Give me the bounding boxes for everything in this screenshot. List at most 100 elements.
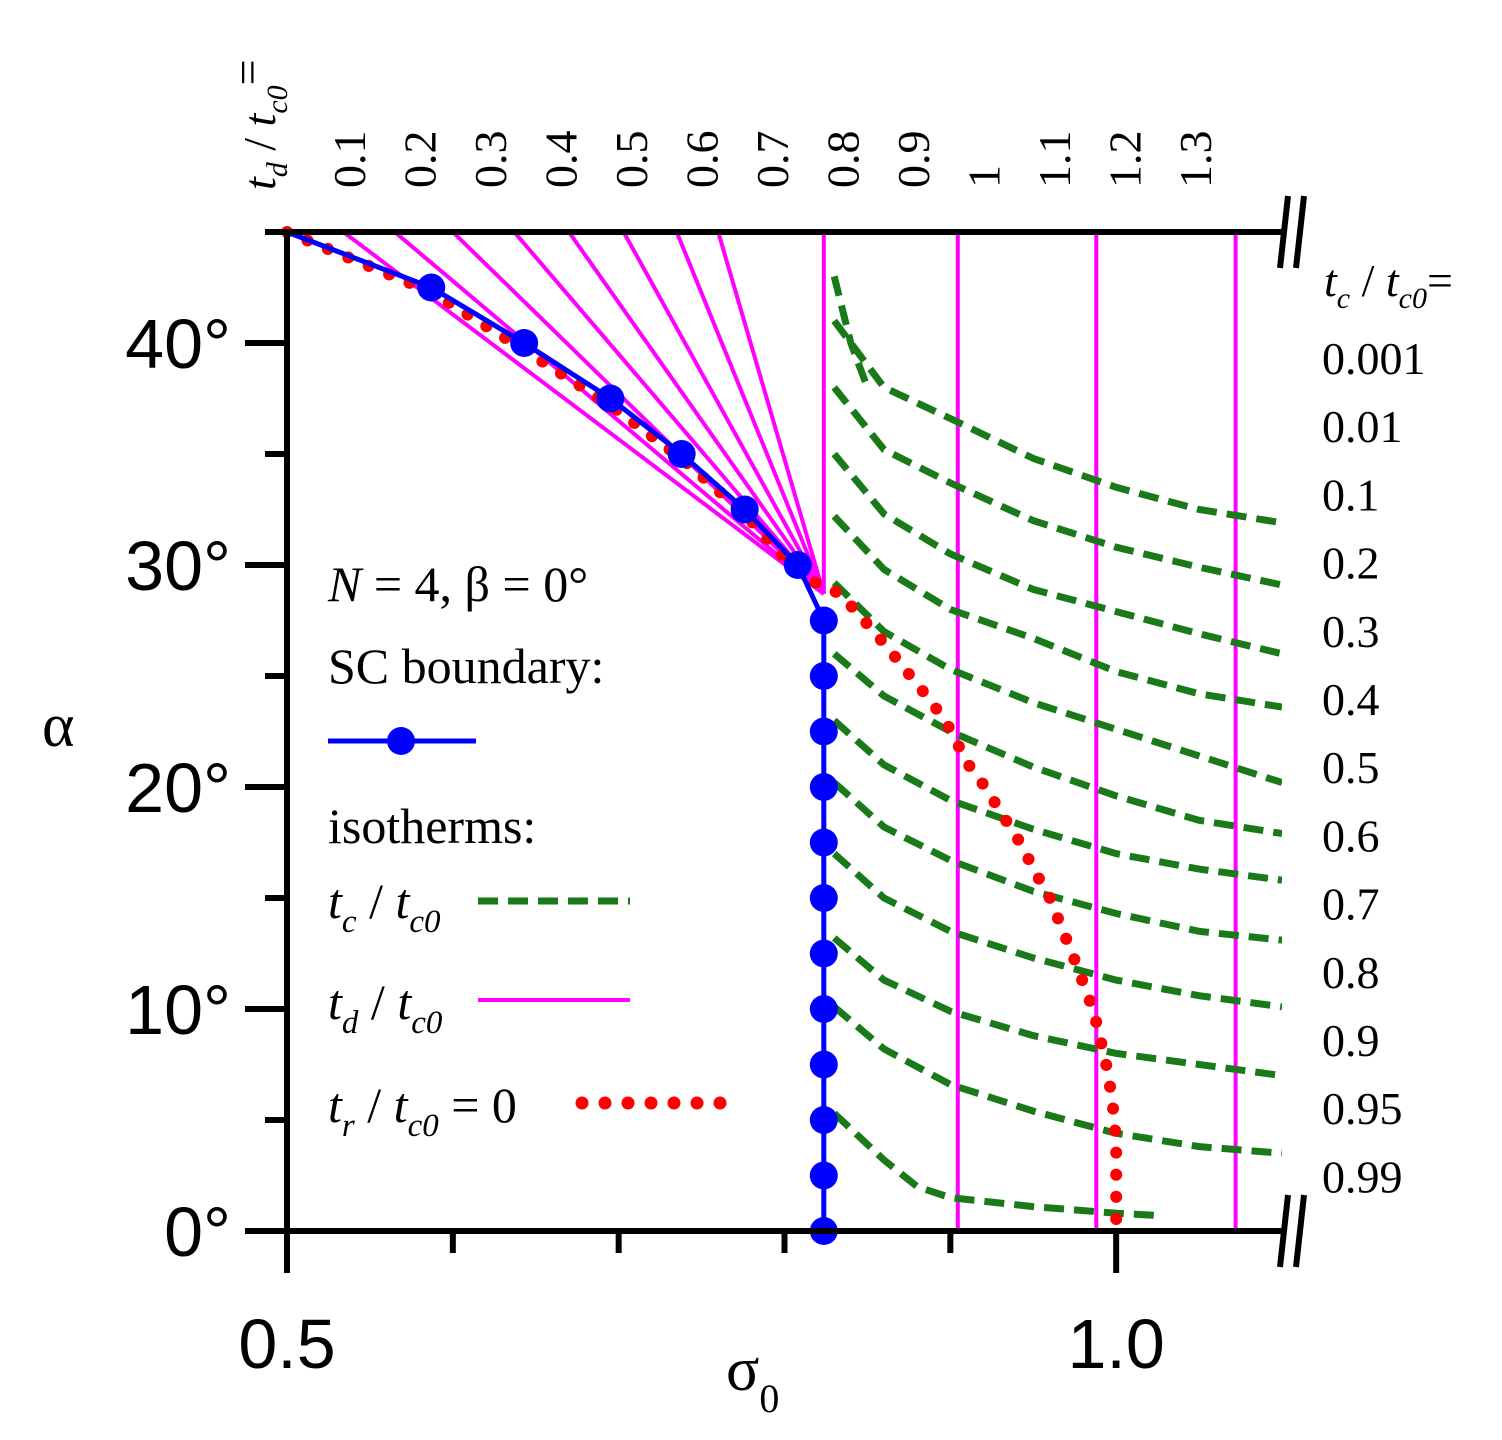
- right-axis-title: tc / tc0=: [1324, 255, 1453, 315]
- boundary-marker: [510, 329, 539, 357]
- x-axis-label-symbol: σ: [726, 1336, 759, 1404]
- td-line: [621, 232, 826, 595]
- legend-tr-t: t: [328, 1077, 343, 1133]
- legend-tr-dot: [644, 1096, 658, 1110]
- right-axis-label: 0.2: [1322, 538, 1380, 589]
- legend-tc-slash: /: [357, 873, 396, 929]
- boundary-marker: [809, 828, 838, 857]
- top-axis-label: 0.1: [324, 131, 375, 189]
- right-axis-title-slash: /: [1350, 255, 1386, 306]
- sc-boundary-series: [286, 229, 838, 1245]
- tc-line: [830, 275, 871, 389]
- x-tick-label: 1.0: [1068, 1305, 1165, 1383]
- legend-tr-eq: = 0: [439, 1077, 517, 1133]
- right-axis-label: 0.1: [1322, 469, 1380, 520]
- boundary-marker: [809, 939, 838, 968]
- legend-boundary-marker: [387, 727, 415, 755]
- right-axis-title-eq: =: [1427, 255, 1453, 306]
- td-line: [393, 232, 826, 596]
- top-axis-label: 1.1: [1029, 131, 1080, 189]
- legend-tr-dot: [621, 1096, 635, 1110]
- legend-tr-swatch: [575, 1096, 727, 1110]
- right-axis-label: 0.7: [1322, 879, 1380, 930]
- legend-td-label: td / tc0: [328, 974, 443, 1041]
- right-axis-label: 0.001: [1322, 333, 1426, 384]
- tc-line: [831, 580, 1282, 786]
- boundary-marker: [730, 495, 759, 524]
- top-axis-label: 0.4: [536, 131, 587, 189]
- legend-tr-sub2: c0: [408, 1108, 440, 1144]
- legend-tr-t2: t: [394, 1077, 409, 1133]
- legend-tr-label: tr / tc0 = 0: [328, 1077, 517, 1144]
- x-tick-label: 0.5: [238, 1305, 335, 1383]
- top-axis-label: 0.7: [747, 131, 798, 189]
- legend-tr-sub: r: [342, 1108, 355, 1144]
- legend-td-t: t: [328, 974, 343, 1030]
- tc-line: [831, 385, 1282, 589]
- right-axis-label: 0.3: [1322, 606, 1380, 657]
- legend-tr-dot: [690, 1096, 704, 1110]
- top-axis-title-sub: d: [261, 161, 294, 177]
- tc-isotherm-lines: [830, 275, 1282, 1219]
- tc-line: [831, 1004, 1282, 1157]
- tc-line: [831, 935, 1282, 1080]
- legend-tr-slash: /: [355, 1077, 394, 1133]
- legend-boundary-title: SC boundary:: [328, 638, 604, 694]
- legend-tr-dot: [598, 1096, 612, 1110]
- top-axis-label: 1: [959, 165, 1010, 188]
- boundary-marker: [809, 773, 838, 801]
- boundary-marker: [809, 717, 838, 746]
- top-axis-label: 0.3: [465, 131, 516, 189]
- td-line: [674, 232, 826, 595]
- top-axis-title: td / tc0=: [222, 59, 294, 190]
- legend-params-N: N: [327, 556, 364, 612]
- top-axis-break-mark: [1293, 195, 1307, 269]
- right-axis-title-t2: t: [1386, 255, 1400, 306]
- y-tick-label: 0°: [164, 1193, 231, 1271]
- top-axis-label: 1.3: [1170, 131, 1221, 189]
- bottom-axis-break-mark: [1277, 1194, 1291, 1268]
- boundary-marker: [596, 384, 625, 413]
- top-axis-label: 0.6: [677, 131, 728, 189]
- top-axis-label: 0.2: [395, 131, 446, 189]
- td-line: [567, 232, 826, 596]
- legend-tc-sub2: c0: [409, 904, 441, 940]
- boundary-marker: [809, 1106, 838, 1134]
- right-axis-title-sub: c: [1337, 282, 1350, 315]
- top-axis-title-slash: /: [234, 126, 285, 162]
- tc-line: [831, 513, 1282, 711]
- legend-tc-t2: t: [395, 873, 410, 929]
- boundary-marker: [809, 606, 838, 635]
- td-isotherm-lines: [342, 232, 1238, 1231]
- axis-ticks: 0° 10° 20° 30° 40° 0.5 1.0: [125, 229, 1165, 1383]
- tc-line: [831, 451, 1282, 658]
- boundary-marker: [667, 440, 696, 468]
- boundary-marker: [809, 1161, 838, 1190]
- tc-line: [831, 850, 1282, 1011]
- y-tick-label: 10°: [125, 971, 231, 1049]
- x-axis-label-subscript: 0: [759, 1376, 779, 1421]
- right-axis-label: 0.99: [1322, 1151, 1403, 1202]
- top-axis-break-mark: [1277, 195, 1291, 269]
- legend-tr-dot: [667, 1096, 681, 1110]
- top-axis-label: 0.8: [818, 131, 869, 189]
- tc-line: [831, 779, 1282, 944]
- x-axis-label: σ0: [726, 1336, 779, 1421]
- legend: N = 4, β = 0° SC boundary: isotherms: tc…: [327, 556, 727, 1144]
- top-axis-labels: 0.1 0.2 0.3 0.4 0.5 0.6 0.7 0.8 0.9 1 1.1 1.2 1.3: [324, 131, 1221, 189]
- top-axis-title-eq: =: [222, 59, 273, 85]
- top-axis-label: 1.2: [1100, 131, 1151, 189]
- td-line: [451, 232, 826, 596]
- right-axis-label: 0.01: [1322, 401, 1403, 452]
- right-axis-title-sub2: c0: [1399, 282, 1427, 315]
- top-axis-title-t2: t: [234, 112, 285, 126]
- right-axis-title-t: t: [1324, 255, 1338, 306]
- legend-td-slash: /: [358, 974, 397, 1030]
- y-tick-label: 40°: [125, 305, 231, 383]
- boundary-marker: [417, 273, 446, 302]
- boundary-marker: [783, 551, 812, 579]
- right-axis-label: 0.5: [1322, 742, 1380, 793]
- right-axis-labels: 0.001 0.01 0.1 0.2 0.3 0.4 0.5 0.6 0.7 0.8 0.9 0.95…: [1322, 333, 1426, 1202]
- legend-td-sub2: c0: [411, 1005, 443, 1041]
